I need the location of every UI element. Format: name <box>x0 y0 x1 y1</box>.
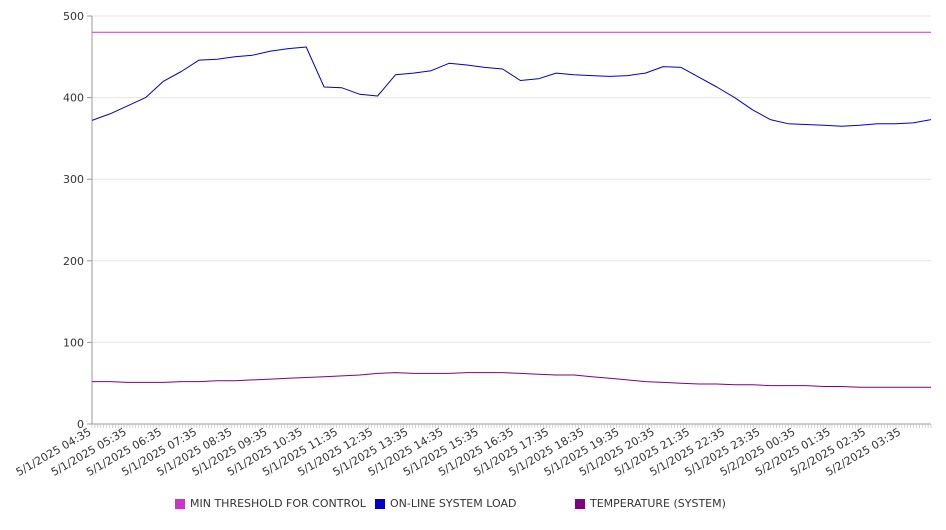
chart-legend: MIN THRESHOLD FOR CONTROL ON-LINE SYSTEM… <box>0 497 946 515</box>
legend-item-min-threshold: MIN THRESHOLD FOR CONTROL <box>175 497 366 510</box>
y-tick-label: 0 <box>77 418 84 431</box>
y-tick-label: 100 <box>63 336 84 349</box>
legend-swatch-min-threshold <box>175 498 185 509</box>
legend-item-online-load: ON-LINE SYSTEM LOAD <box>375 497 516 510</box>
legend-item-temperature: TEMPERATURE (SYSTEM) <box>575 497 726 510</box>
series-line-online-load <box>91 46 932 127</box>
legend-swatch-temperature <box>575 498 585 509</box>
y-tick-label: 500 <box>63 10 84 23</box>
legend-swatch-online-load <box>375 498 385 509</box>
y-tick-label: 300 <box>63 173 84 186</box>
series-layer <box>91 31 932 388</box>
y-tick-label: 200 <box>63 255 84 268</box>
legend-label-temperature: TEMPERATURE (SYSTEM) <box>590 497 726 510</box>
y-tick-label: 400 <box>63 92 84 105</box>
grid-layer <box>92 15 931 343</box>
series-line-temperature <box>92 372 931 388</box>
legend-label-online-load: ON-LINE SYSTEM LOAD <box>390 497 517 510</box>
legend-label-min-threshold: MIN THRESHOLD FOR CONTROL <box>190 497 366 510</box>
